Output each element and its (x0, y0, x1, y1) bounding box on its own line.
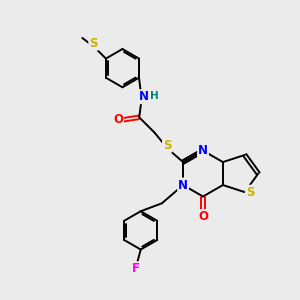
Text: S: S (163, 139, 172, 152)
Text: F: F (132, 262, 140, 275)
Text: N: N (178, 178, 188, 191)
Text: O: O (113, 113, 123, 126)
Text: S: S (89, 37, 98, 50)
Text: N: N (198, 144, 208, 157)
Text: O: O (198, 210, 208, 223)
Text: S: S (246, 186, 254, 199)
Text: H: H (150, 91, 158, 101)
Text: N: N (139, 90, 149, 103)
